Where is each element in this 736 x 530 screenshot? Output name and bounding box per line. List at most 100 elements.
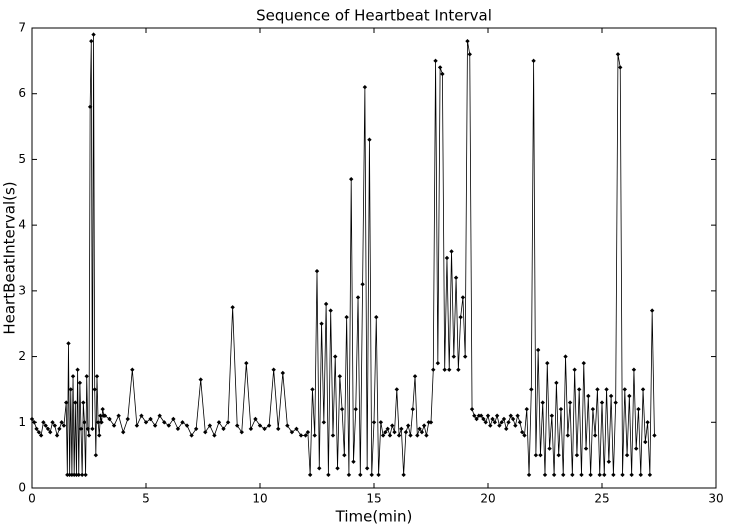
data-point (618, 65, 623, 70)
data-point (221, 426, 226, 432)
data-point (305, 429, 311, 435)
data-point (481, 416, 486, 422)
data-point (74, 472, 79, 478)
data-point (524, 406, 529, 412)
data-point (378, 420, 384, 425)
y-tick-label: 6 (18, 86, 26, 100)
data-point (75, 367, 80, 372)
data-point (67, 472, 72, 478)
data-point (143, 420, 149, 425)
data-point (61, 423, 67, 428)
data-point (447, 367, 452, 372)
data-point (510, 416, 516, 422)
data-point (139, 413, 144, 418)
data-point (328, 308, 333, 313)
data-point (417, 426, 422, 432)
data-point (317, 466, 322, 471)
data-point (492, 420, 498, 425)
data-point (490, 416, 495, 422)
data-point (613, 400, 618, 405)
data-point (615, 52, 621, 57)
data-point (212, 433, 217, 438)
data-point (225, 420, 231, 425)
data-point (426, 420, 431, 425)
data-point (78, 426, 84, 432)
data-point (442, 367, 447, 372)
data-point (262, 426, 267, 432)
data-point (533, 452, 539, 458)
data-point (121, 429, 126, 435)
data-point (312, 433, 317, 438)
data-point (428, 420, 434, 425)
data-point (116, 413, 121, 418)
data-point (399, 426, 404, 432)
y-axis-label: HeartBeatInterval(s) (1, 181, 19, 334)
data-point (485, 413, 491, 418)
data-point (435, 360, 441, 366)
data-point (36, 429, 42, 435)
y-tick-label: 5 (18, 152, 26, 166)
data-point (257, 423, 263, 428)
data-point (406, 423, 411, 428)
data-point (595, 387, 600, 392)
data-point (59, 420, 64, 425)
data-point (91, 32, 96, 37)
data-point (517, 420, 523, 425)
data-point (392, 429, 397, 435)
data-point (581, 360, 586, 366)
data-point (565, 433, 570, 438)
data-point (529, 387, 534, 392)
data-point (597, 472, 602, 478)
data-point (125, 416, 130, 422)
data-point (504, 426, 509, 432)
data-point (369, 472, 374, 478)
x-tick-label: 20 (480, 492, 495, 506)
data-point (586, 393, 591, 399)
data-point (346, 472, 352, 478)
data-point (68, 387, 73, 392)
data-point (599, 400, 605, 405)
data-point (230, 305, 235, 310)
data-point (622, 387, 627, 392)
data-point (554, 380, 559, 386)
data-point (396, 433, 402, 438)
x-tick-label: 5 (142, 492, 150, 506)
data-point (266, 423, 272, 428)
data-point (73, 400, 78, 405)
data-point (207, 423, 213, 428)
data-point (86, 433, 92, 438)
data-point (538, 452, 543, 458)
data-point (624, 452, 630, 458)
data-point (43, 423, 48, 428)
data-point (649, 308, 655, 313)
data-point (558, 406, 564, 412)
data-point (66, 341, 71, 346)
data-point (390, 423, 395, 428)
data-point (111, 423, 117, 428)
data-point (570, 472, 575, 478)
data-point (77, 380, 83, 386)
data-point (97, 433, 102, 438)
data-point (385, 426, 390, 432)
data-point (94, 374, 100, 379)
data-point (307, 472, 313, 478)
y-tick-label: 2 (18, 349, 26, 363)
data-point (540, 400, 545, 405)
data-point (383, 429, 388, 435)
data-point (333, 354, 338, 359)
data-point (48, 429, 53, 435)
data-point (337, 374, 342, 379)
data-point (592, 433, 598, 438)
data-point (608, 393, 614, 399)
data-point (579, 472, 584, 478)
data-point (298, 433, 304, 438)
data-point (89, 38, 94, 44)
data-point (469, 406, 475, 412)
data-point (638, 472, 643, 478)
data-point (157, 413, 162, 418)
data-point (640, 387, 646, 392)
data-point (271, 367, 276, 372)
data-point (253, 416, 258, 422)
data-point (636, 406, 641, 412)
data-point (412, 374, 418, 379)
